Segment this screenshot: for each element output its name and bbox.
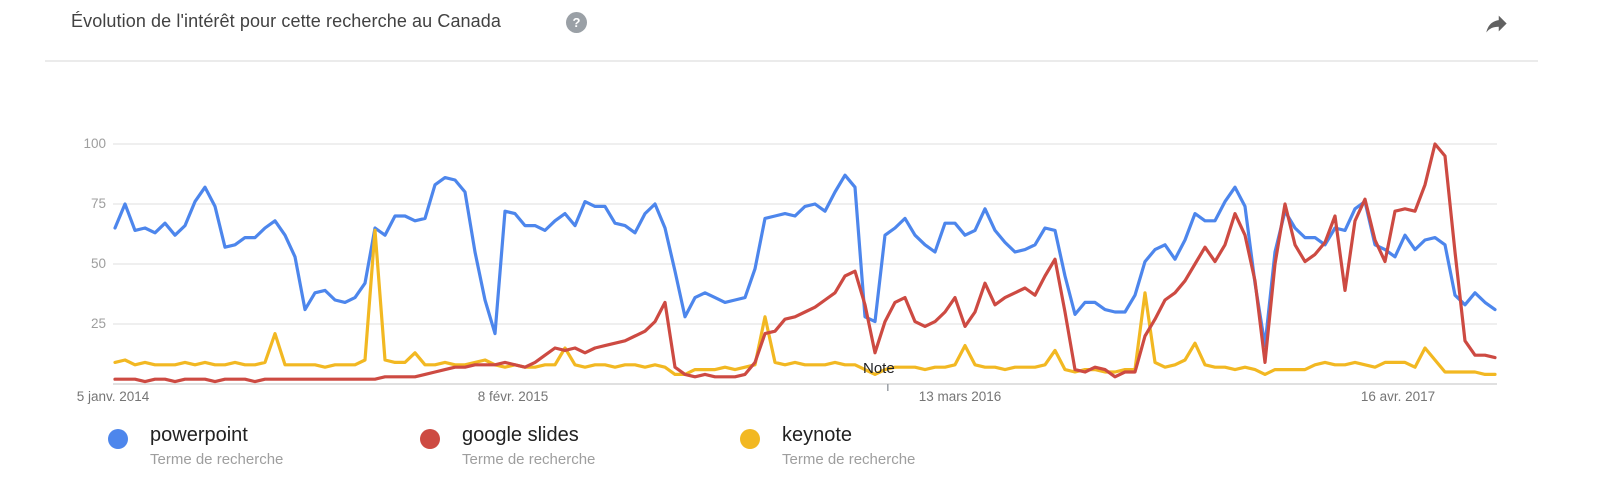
legend-item-google-slides[interactable]: google slides Terme de recherche	[420, 422, 595, 468]
y-axis-tick-75: 75	[90, 196, 106, 211]
legend-item-powerpoint[interactable]: powerpoint Terme de recherche	[108, 422, 283, 468]
legend-item-keynote[interactable]: keynote Terme de recherche	[740, 422, 915, 468]
y-axis-tick-50: 50	[90, 256, 106, 271]
legend-subtitle: Terme de recherche	[150, 451, 284, 468]
legend-term: powerpoint	[150, 424, 248, 446]
y-axis-tick-25: 25	[90, 316, 106, 331]
legend-term: keynote	[782, 424, 853, 446]
x-axis-tick-2015: 8 févr. 2015	[477, 389, 549, 404]
google-slides-color-dot-icon	[420, 429, 440, 449]
powerpoint-color-dot-icon	[108, 429, 128, 449]
x-axis-tick-2014: 5 janv. 2014	[76, 389, 150, 404]
note-annotation[interactable]: Note	[863, 360, 895, 377]
legend-subtitle: Terme de recherche	[782, 451, 916, 468]
share-arrow-glyph	[1486, 15, 1507, 33]
x-axis-tick-2017: 16 avr. 2017	[1360, 389, 1436, 404]
legend-term: google slides	[462, 424, 579, 446]
share-icon[interactable]	[1483, 10, 1510, 37]
legend-subtitle: Terme de recherche	[462, 451, 596, 468]
page-title: Évolution de l'intérêt pour cette recher…	[71, 11, 502, 31]
x-axis-tick-2016: 13 mars 2016	[918, 389, 1002, 404]
help-icon[interactable]: ?	[566, 12, 587, 33]
keynote-color-dot-icon	[740, 429, 760, 449]
divider	[45, 60, 1538, 62]
y-axis-tick-100: 100	[83, 136, 106, 151]
